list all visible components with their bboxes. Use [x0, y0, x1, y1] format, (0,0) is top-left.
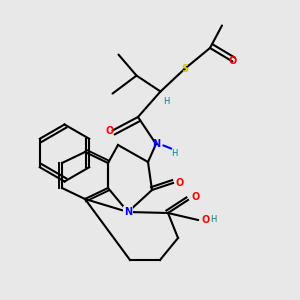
- Text: O: O: [228, 56, 237, 67]
- Text: O: O: [191, 192, 199, 202]
- Text: O: O: [105, 125, 114, 136]
- Text: O: O: [176, 178, 184, 188]
- Text: O: O: [201, 215, 209, 225]
- Text: H: H: [211, 215, 217, 224]
- Text: N: N: [152, 139, 160, 149]
- Text: H: H: [163, 98, 170, 106]
- Text: N: N: [124, 207, 132, 217]
- Text: S: S: [181, 64, 188, 74]
- Text: H: H: [171, 148, 177, 158]
